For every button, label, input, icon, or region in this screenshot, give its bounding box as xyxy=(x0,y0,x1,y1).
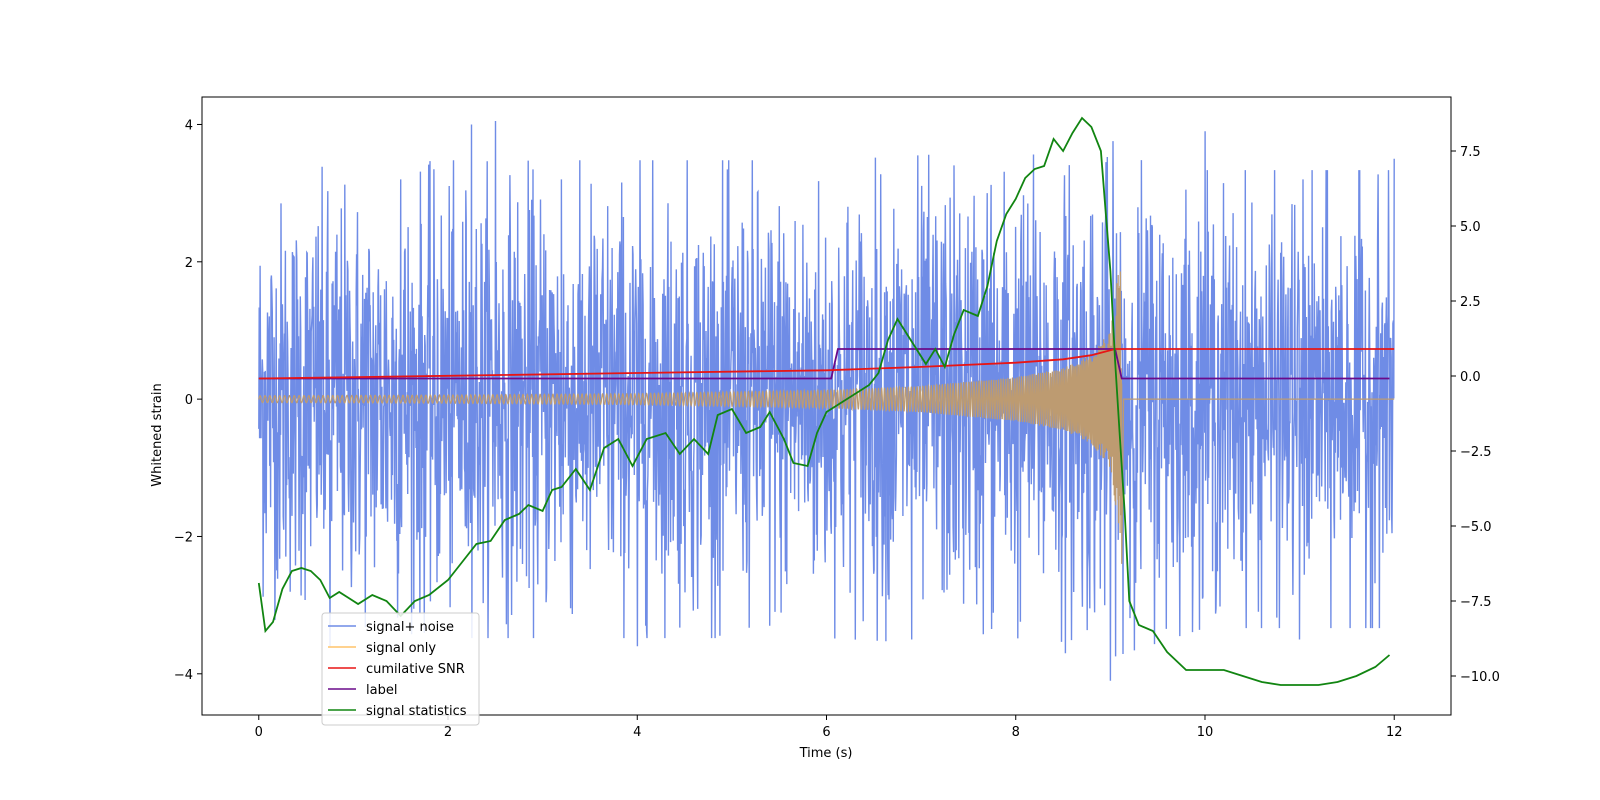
signal-plus-noise-line xyxy=(258,120,1395,681)
legend-label-signal-statistics: signal statistics xyxy=(366,704,467,719)
plot-area xyxy=(257,116,1395,686)
y-tick-label: −2 xyxy=(174,530,193,545)
y-right-tick-label: −10.0 xyxy=(1460,670,1500,685)
cumulative-snr-line xyxy=(258,348,1395,380)
x-tick-label: 12 xyxy=(1386,725,1403,740)
y-tick-label: 2 xyxy=(185,256,193,271)
legend-box xyxy=(321,612,480,726)
signal-only-line xyxy=(258,271,1395,564)
x-axis-label: Time (s) xyxy=(799,746,853,761)
y-right-tick-label: 7.5 xyxy=(1460,145,1481,160)
signal-only-series xyxy=(258,271,1395,564)
y-right-tick-label: 0.0 xyxy=(1460,370,1481,385)
y-right-tick-label: −5.0 xyxy=(1460,520,1492,535)
signal-statistics-series xyxy=(257,116,1391,686)
y-right-tick-label: 5.0 xyxy=(1460,220,1481,235)
legend-label-cumulative-snr: cumilative SNR xyxy=(366,662,465,677)
y-right-tick-label: 2.5 xyxy=(1460,295,1481,310)
cumulative-snr-series xyxy=(258,348,1395,380)
x-tick-label: 6 xyxy=(822,725,830,740)
y-right-axis-ticks: −10.0 −7.5 −5.0 −2.5 0.0 2.5 5.0 7.5 xyxy=(1451,145,1500,685)
y-axis-ticks: −4 −2 0 2 4 xyxy=(174,118,202,683)
signal-statistics-line xyxy=(257,116,1391,686)
y-axis-label: Whitened strain xyxy=(150,383,165,486)
x-tick-label: 8 xyxy=(1012,725,1020,740)
x-tick-label: 0 xyxy=(255,725,263,740)
y-tick-label: −4 xyxy=(174,668,193,683)
label-line xyxy=(258,348,1390,380)
signal-plus-noise-series xyxy=(258,120,1395,681)
label-series xyxy=(258,348,1390,380)
x-tick-label: 10 xyxy=(1197,725,1214,740)
legend-label-label: label xyxy=(366,683,397,698)
legend: signal+ noise signal only cumilative SNR… xyxy=(321,612,480,726)
legend-label-signal-noise: signal+ noise xyxy=(366,620,454,635)
x-tick-label: 4 xyxy=(633,725,641,740)
x-tick-label: 2 xyxy=(444,725,452,740)
legend-label-signal-only: signal only xyxy=(366,641,436,656)
y-tick-label: 0 xyxy=(185,393,193,408)
y-right-tick-label: −2.5 xyxy=(1460,445,1492,460)
y-tick-label: 4 xyxy=(185,118,193,133)
y-right-tick-label: −7.5 xyxy=(1460,595,1492,610)
